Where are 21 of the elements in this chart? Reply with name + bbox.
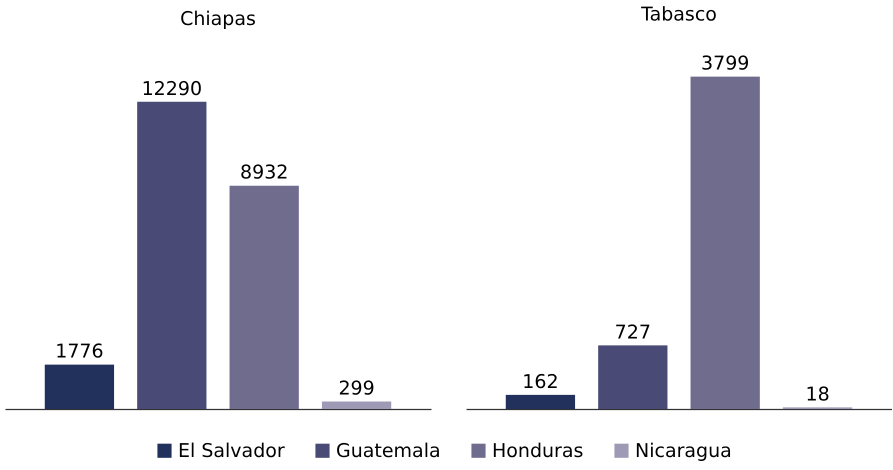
chart-title: Chiapas <box>180 8 256 30</box>
data-label: 18 <box>805 383 830 406</box>
data-label: 3799 <box>701 52 750 75</box>
data-label: 727 <box>614 321 651 344</box>
data-label: 162 <box>522 370 559 393</box>
legend-label: Guatemala <box>336 440 441 462</box>
data-label: 12290 <box>142 78 202 100</box>
legend-label: El Salvador <box>178 440 285 462</box>
bar <box>322 402 392 409</box>
chart-title: Tabasco <box>640 4 717 26</box>
bar <box>506 394 576 409</box>
data-label: 1776 <box>55 340 104 363</box>
bar <box>44 364 114 409</box>
data-label: 8932 <box>240 162 288 184</box>
bar <box>598 345 668 409</box>
legend-label: Nicaragua <box>635 440 732 462</box>
legend-label: Honduras <box>492 440 584 462</box>
bar <box>690 76 760 409</box>
data-label: 299 <box>338 378 375 400</box>
bar <box>137 102 206 409</box>
bar <box>230 186 299 409</box>
